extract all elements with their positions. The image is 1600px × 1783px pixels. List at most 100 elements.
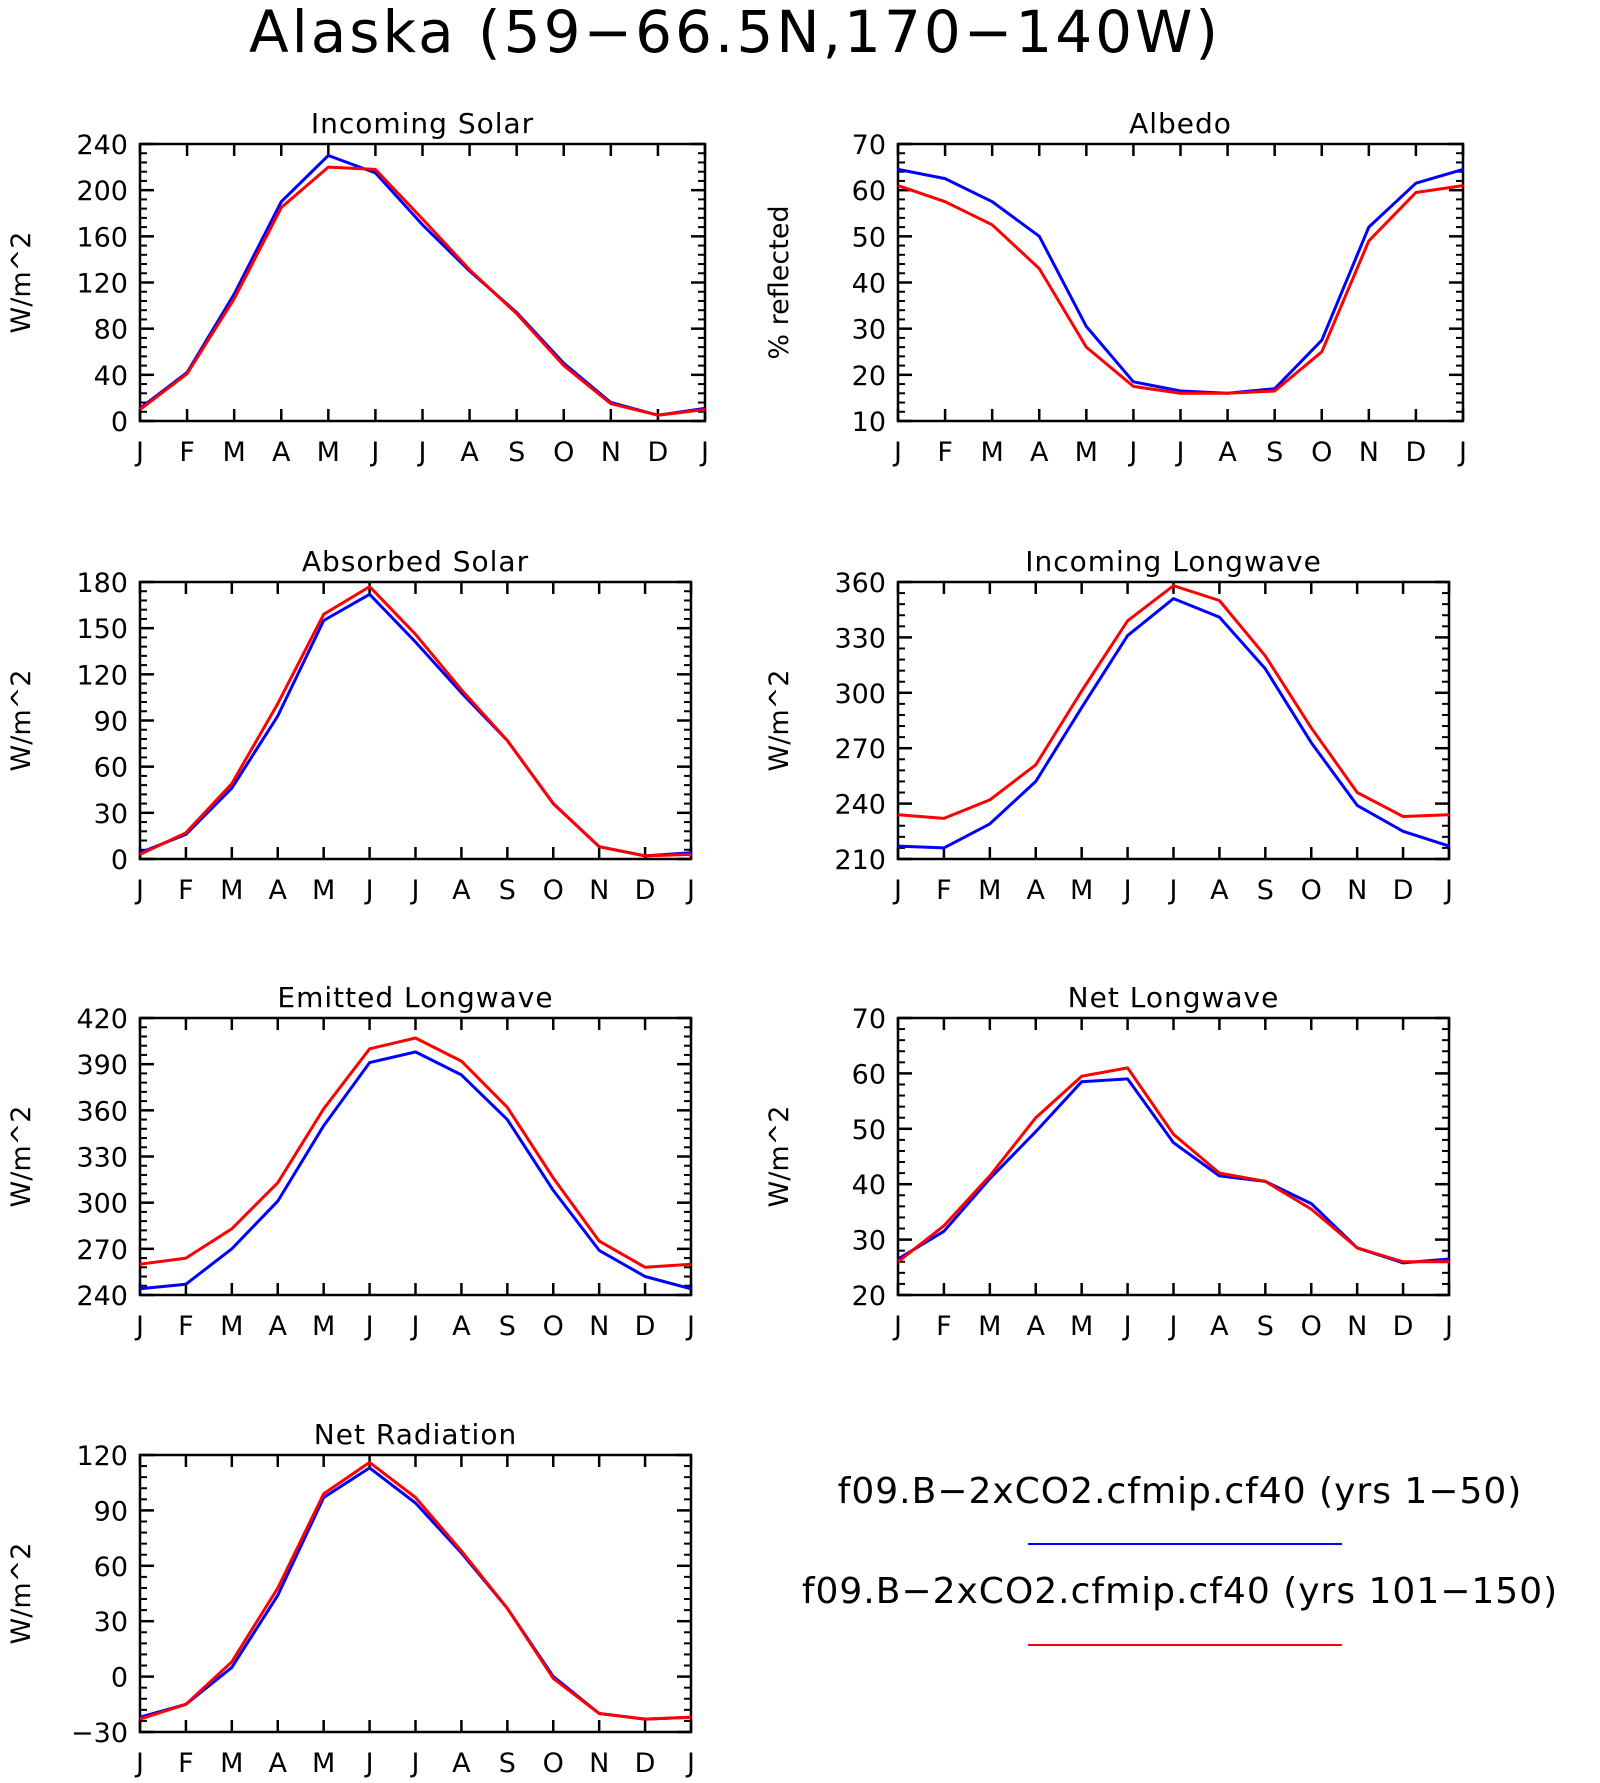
plot-frame [896, 580, 1451, 861]
y-tick-label: 120 [76, 269, 128, 300]
y-tick-label: 270 [834, 734, 886, 765]
x-tick-label: F [937, 437, 953, 468]
y-tick-label: 60 [94, 1552, 128, 1583]
x-tick-label: J [1168, 875, 1178, 906]
x-tick-label: A [452, 1311, 471, 1342]
x-tick-label: A [460, 437, 479, 468]
panel-title: Incoming Solar [311, 107, 534, 140]
x-tick-label: D [1393, 1311, 1414, 1342]
y-tick-label: 240 [76, 1281, 128, 1312]
y-tick-label: 300 [76, 1189, 128, 1220]
y-tick-label: 240 [834, 790, 886, 821]
y-tick-label: −30 [71, 1718, 128, 1749]
y-tick-label: 30 [852, 1226, 886, 1257]
x-tick-label: J [1122, 1311, 1132, 1342]
x-tick-label: F [178, 1311, 194, 1342]
panel-title: Incoming Longwave [1025, 545, 1322, 578]
x-tick-label: D [635, 875, 656, 906]
y-tick-label: 80 [94, 315, 128, 346]
y-tick-label: 30 [852, 315, 886, 346]
panel-title: Net Radiation [314, 1418, 517, 1451]
y-axis-label: W/m^2 [6, 232, 37, 334]
x-tick-label: J [1168, 1311, 1178, 1342]
plot-frame [896, 1016, 1451, 1297]
y-tick-label: 0 [111, 1663, 128, 1694]
x-tick-label: D [1406, 437, 1427, 468]
series-line-1 [897, 167, 1464, 395]
series-line-1 [897, 597, 1450, 850]
figure-title: Alaska (59−66.5N,170−140W) [249, 0, 1221, 66]
x-tick-label: O [543, 1748, 564, 1779]
series-line-2 [897, 1066, 1449, 1264]
x-tick-label: J [1457, 437, 1467, 468]
y-tick-label: 120 [76, 1441, 128, 1472]
y-axis-label: W/m^2 [6, 670, 37, 772]
y-tick-label: 210 [834, 845, 886, 876]
x-tick-label: S [499, 875, 516, 906]
plot-frame [138, 1016, 693, 1297]
x-tick-label: J [369, 437, 379, 468]
x-tick-label: F [936, 875, 952, 906]
x-tick-label: J [1443, 1311, 1453, 1342]
y-tick-label: 330 [76, 1143, 128, 1174]
x-tick-label: F [179, 437, 195, 468]
x-tick-label: S [499, 1748, 516, 1779]
x-tick-label: J [134, 1748, 144, 1779]
x-tick-label: A [1218, 437, 1237, 468]
x-tick-label: O [543, 875, 564, 906]
series-line-2 [139, 1460, 692, 1721]
x-tick-label: J [1122, 875, 1132, 906]
y-tick-label: 50 [852, 1115, 886, 1146]
x-tick-label: O [1301, 1311, 1322, 1342]
x-tick-label: S [1257, 1311, 1274, 1342]
y-tick-label: 20 [852, 1281, 886, 1312]
legend-label-series-1: f09.B−2xCO2.cfmip.cf40 (yrs 1−50) [838, 1471, 1523, 1512]
x-tick-label: N [589, 875, 609, 906]
panel-title: Absorbed Solar [302, 545, 529, 578]
x-tick-label: M [312, 875, 335, 906]
x-tick-label: S [1266, 437, 1283, 468]
x-tick-label: A [272, 437, 291, 468]
x-tick-label: F [178, 1748, 194, 1779]
x-tick-label: O [553, 437, 574, 468]
x-tick-label: A [452, 875, 471, 906]
x-tick-label: J [699, 437, 709, 468]
series-line-2 [139, 165, 706, 417]
x-tick-label: J [410, 1748, 420, 1779]
x-tick-label: M [1070, 1311, 1093, 1342]
x-tick-label: A [269, 875, 288, 906]
y-tick-label: 60 [852, 176, 886, 207]
y-axis-label: % reflected [764, 205, 795, 359]
x-tick-label: N [589, 1748, 609, 1779]
x-tick-label: J [134, 437, 144, 468]
y-tick-label: 160 [76, 222, 128, 253]
legend-label-series-2: f09.B−2xCO2.cfmip.cf40 (yrs 101−150) [802, 1571, 1558, 1612]
x-tick-label: J [1175, 437, 1185, 468]
x-tick-label: M [220, 1748, 243, 1779]
y-tick-label: 270 [76, 1235, 128, 1266]
x-tick-label: M [978, 875, 1001, 906]
x-tick-label: A [269, 1311, 288, 1342]
x-tick-label: M [312, 1311, 335, 1342]
x-tick-label: J [892, 437, 902, 468]
series-line-2 [897, 184, 1464, 395]
series-line-1 [139, 1050, 692, 1291]
y-tick-label: 20 [852, 361, 886, 392]
x-tick-label: M [317, 437, 340, 468]
x-tick-label: O [543, 1311, 564, 1342]
y-axis-label: W/m^2 [764, 670, 795, 772]
series-line-1 [897, 1077, 1450, 1265]
x-tick-label: M [978, 1311, 1001, 1342]
x-tick-label: M [1070, 875, 1093, 906]
x-tick-label: N [589, 1311, 609, 1342]
y-tick-label: 60 [94, 753, 128, 784]
x-tick-label: M [1075, 437, 1098, 468]
x-tick-label: S [1257, 875, 1274, 906]
x-tick-label: D [1393, 875, 1414, 906]
x-tick-label: A [1210, 875, 1229, 906]
